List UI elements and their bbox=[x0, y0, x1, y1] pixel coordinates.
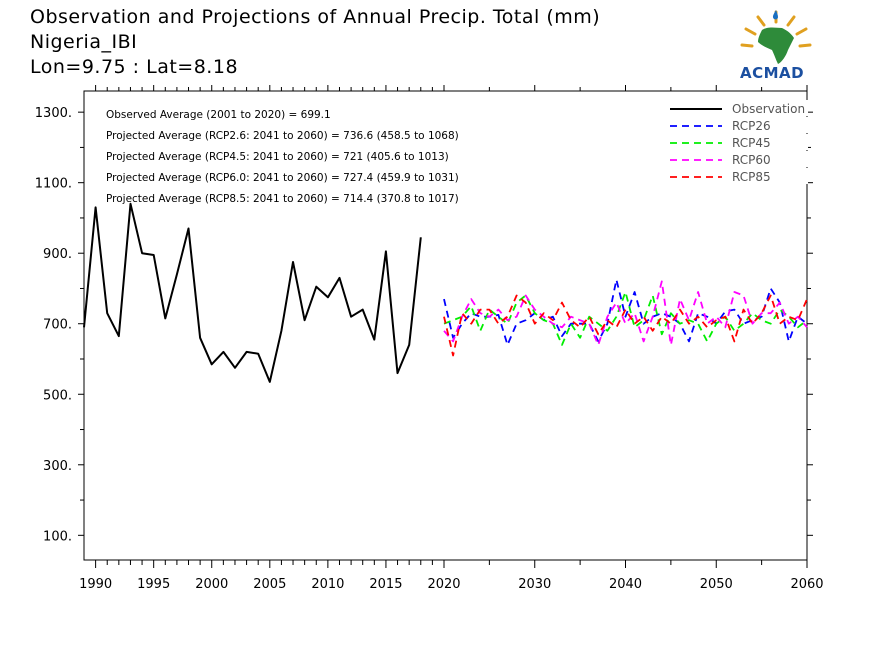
legend-bg bbox=[668, 134, 808, 150]
y-tick-label: 700. bbox=[43, 318, 72, 333]
chart-title: Observation and Projections of Annual Pr… bbox=[30, 6, 601, 28]
legend-label-rcp45: RCP45 bbox=[732, 136, 771, 150]
acmad-africa-logo-icon bbox=[740, 10, 812, 64]
annotation-text: Observed Average (2001 to 2020) = 699.1 bbox=[106, 109, 331, 121]
x-tick-label: 2010 bbox=[311, 577, 344, 592]
x-tick-label: 2030 bbox=[518, 577, 551, 592]
y-tick-label: 100. bbox=[43, 529, 72, 544]
legend-label-rcp85: RCP85 bbox=[732, 170, 771, 184]
series-line-rcp45 bbox=[443, 291, 808, 346]
annotation-text: Projected Average (RCP2.6: 2041 to 2060)… bbox=[106, 130, 459, 142]
x-tick-label: 1995 bbox=[137, 577, 170, 592]
y-tick-label: 1100. bbox=[35, 177, 72, 192]
x-tick-label: 2000 bbox=[195, 577, 228, 592]
x-tick-label: 2060 bbox=[790, 577, 823, 592]
legend-bg bbox=[668, 151, 808, 167]
location-name: Nigeria_IBI bbox=[30, 31, 138, 53]
series-line-rcp26 bbox=[443, 278, 808, 346]
annotation-text: Projected Average (RCP8.5: 2041 to 2060)… bbox=[106, 193, 459, 205]
annotation-text: Projected Average (RCP6.0: 2041 to 2060)… bbox=[106, 172, 459, 184]
legend-label-observation: Observation bbox=[732, 102, 805, 116]
legend-label-rcp60: RCP60 bbox=[732, 153, 771, 167]
legend-label-rcp26: RCP26 bbox=[732, 119, 771, 133]
y-tick-label: 900. bbox=[43, 247, 72, 262]
series-line-rcp60 bbox=[443, 280, 808, 346]
annotation-text: Projected Average (RCP4.5: 2041 to 2060)… bbox=[106, 151, 449, 163]
series-line-rcp85 bbox=[443, 294, 808, 357]
x-tick-label: 2020 bbox=[427, 577, 460, 592]
x-tick-label: 1990 bbox=[79, 577, 112, 592]
legend-bg bbox=[668, 168, 808, 184]
x-tick-label: 2050 bbox=[700, 577, 733, 592]
x-tick-label: 2005 bbox=[253, 577, 286, 592]
x-tick-label: 2040 bbox=[609, 577, 642, 592]
location-coordinates: Lon=9.75 : Lat=8.18 bbox=[30, 56, 239, 78]
y-tick-label: 300. bbox=[43, 459, 72, 474]
x-tick-label: 2015 bbox=[369, 577, 402, 592]
legend-bg bbox=[668, 100, 808, 116]
y-tick-label: 500. bbox=[43, 388, 72, 403]
series-line-observation bbox=[83, 202, 422, 383]
y-tick-label: 1300. bbox=[35, 106, 72, 121]
legend-bg bbox=[668, 117, 808, 133]
acmad-logo-text: ACMAD bbox=[740, 64, 805, 82]
